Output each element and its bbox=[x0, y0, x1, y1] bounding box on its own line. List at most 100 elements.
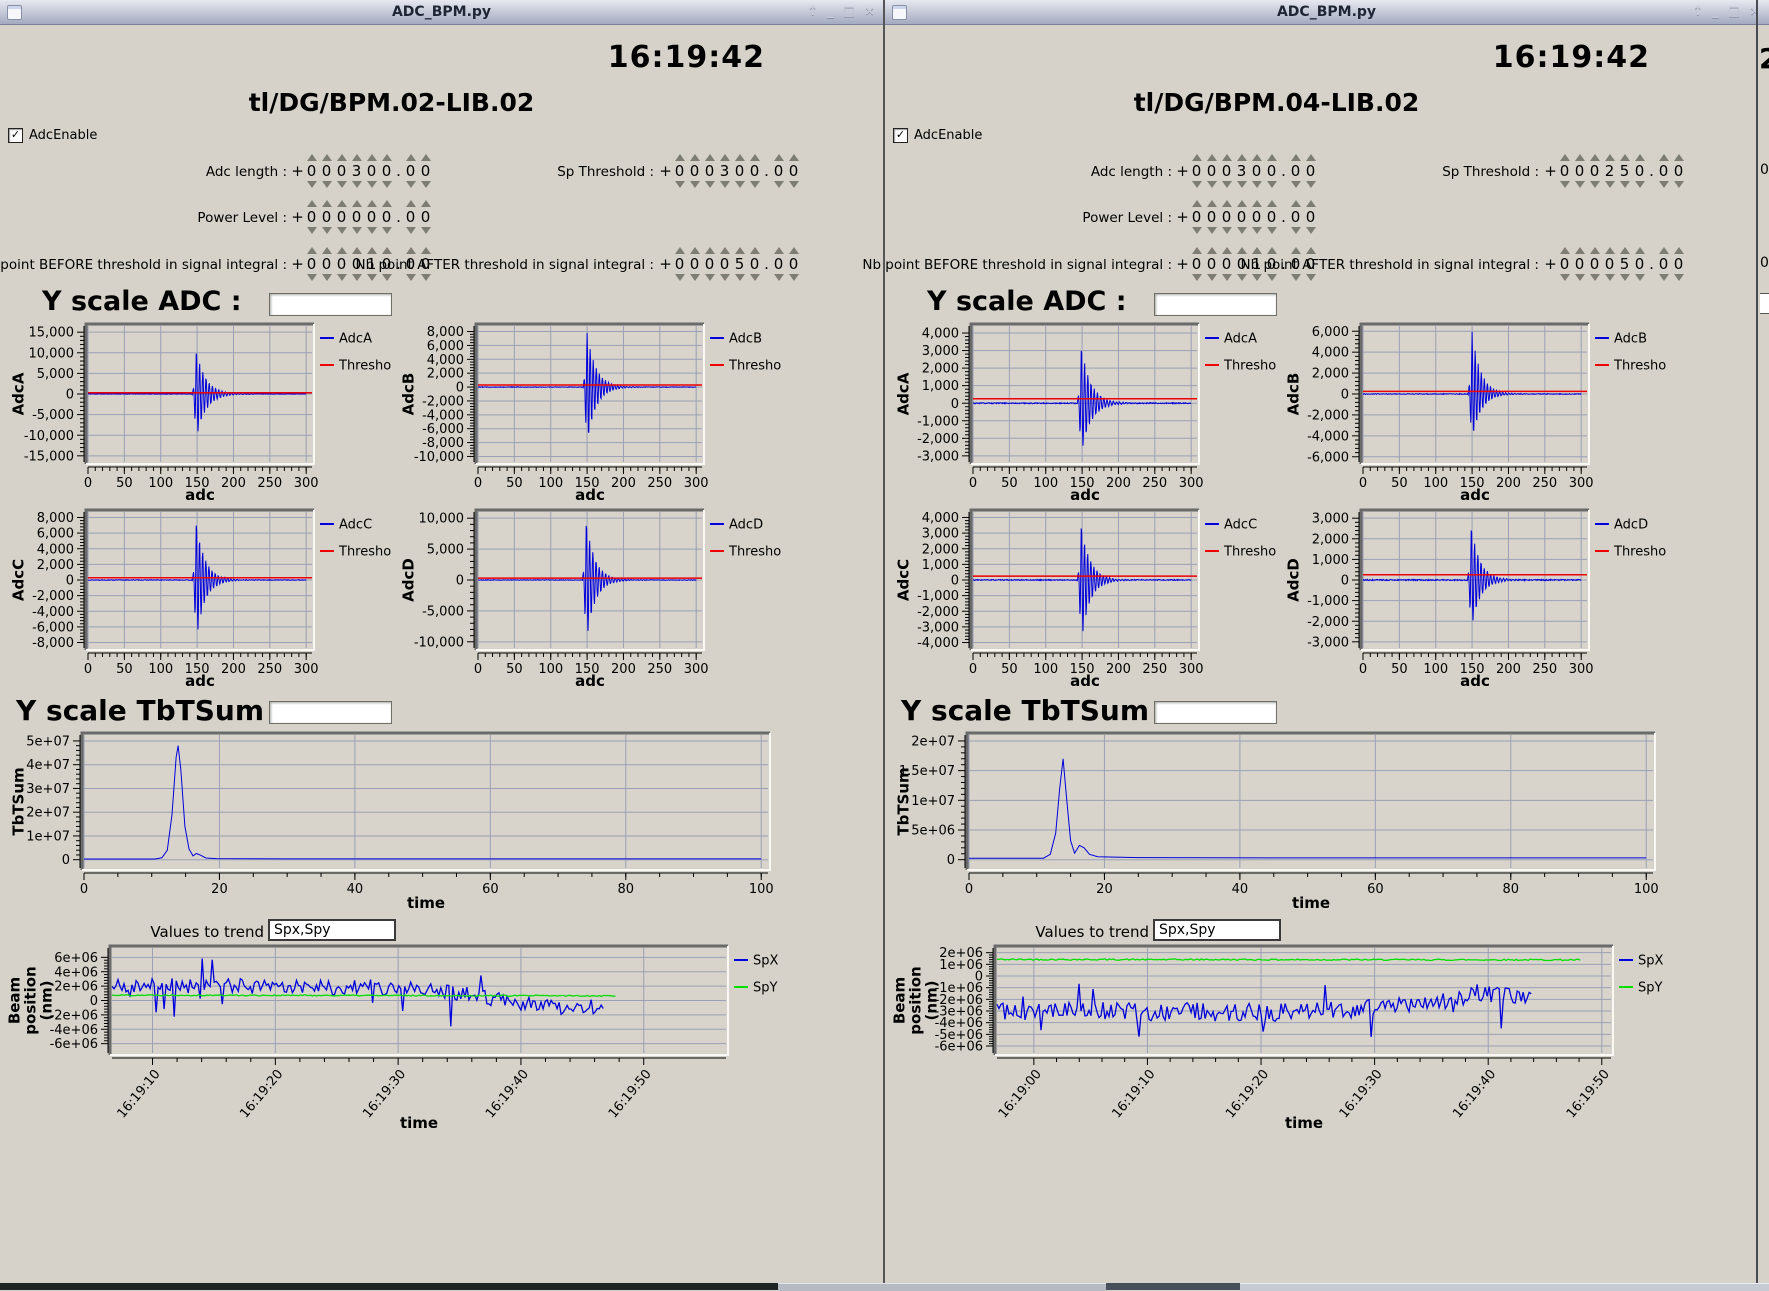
spin-down-arrow-icon[interactable] bbox=[1305, 227, 1316, 234]
adc-enable-checkbox[interactable]: ✓ AdcEnable bbox=[8, 128, 97, 143]
spin-down-arrow-icon[interactable] bbox=[1191, 227, 1202, 234]
spin-up-arrow-icon[interactable] bbox=[734, 154, 745, 161]
spin-up-arrow-icon[interactable] bbox=[420, 247, 431, 254]
spin-down-arrow-icon[interactable] bbox=[1251, 274, 1262, 281]
spin-down-arrow-icon[interactable] bbox=[734, 274, 745, 281]
spin-up-arrow-icon[interactable] bbox=[1290, 247, 1301, 254]
spin-down-arrow-icon[interactable] bbox=[1604, 274, 1615, 281]
spin-down-arrow-icon[interactable] bbox=[1251, 227, 1262, 234]
titlebar[interactable]: ADC_BPM.py ↑ _ □ × bbox=[885, 0, 1768, 25]
close-button[interactable]: × bbox=[1749, 4, 1760, 19]
spin-down-arrow-icon[interactable] bbox=[704, 181, 715, 188]
spin-down-arrow-icon[interactable] bbox=[1266, 181, 1277, 188]
spin-down-arrow-icon[interactable] bbox=[1290, 274, 1301, 281]
power-level-spinner[interactable]: +0 0 0 0 0 0. 0 0 bbox=[1176, 200, 1318, 234]
spin-down-arrow-icon[interactable] bbox=[381, 274, 392, 281]
spin-up-arrow-icon[interactable] bbox=[1604, 154, 1615, 161]
spin-up-arrow-icon[interactable] bbox=[321, 154, 332, 161]
spin-up-arrow-icon[interactable] bbox=[1305, 247, 1316, 254]
taskbar-segment[interactable] bbox=[778, 1283, 1106, 1291]
spin-up-arrow-icon[interactable] bbox=[788, 154, 799, 161]
spin-up-arrow-icon[interactable] bbox=[1305, 154, 1316, 161]
spin-down-arrow-icon[interactable] bbox=[366, 274, 377, 281]
spin-up-arrow-icon[interactable] bbox=[1206, 154, 1217, 161]
spin-down-arrow-icon[interactable] bbox=[336, 181, 347, 188]
spin-up-arrow-icon[interactable] bbox=[1559, 247, 1570, 254]
spin-down-arrow-icon[interactable] bbox=[1658, 274, 1669, 281]
spin-down-arrow-icon[interactable] bbox=[773, 274, 784, 281]
spin-up-arrow-icon[interactable] bbox=[405, 247, 416, 254]
spin-up-arrow-icon[interactable] bbox=[1236, 200, 1247, 207]
spin-up-arrow-icon[interactable] bbox=[1251, 200, 1262, 207]
spin-up-arrow-icon[interactable] bbox=[689, 247, 700, 254]
spin-up-arrow-icon[interactable] bbox=[1206, 200, 1217, 207]
spin-down-arrow-icon[interactable] bbox=[1236, 181, 1247, 188]
spin-down-arrow-icon[interactable] bbox=[674, 274, 685, 281]
spin-up-arrow-icon[interactable] bbox=[1604, 247, 1615, 254]
minimize-button[interactable]: _ bbox=[1712, 4, 1719, 19]
spin-down-arrow-icon[interactable] bbox=[351, 227, 362, 234]
spin-down-arrow-icon[interactable] bbox=[1206, 227, 1217, 234]
spin-up-arrow-icon[interactable] bbox=[788, 247, 799, 254]
spin-up-arrow-icon[interactable] bbox=[420, 200, 431, 207]
spin-up-arrow-icon[interactable] bbox=[1221, 200, 1232, 207]
spin-down-arrow-icon[interactable] bbox=[351, 181, 362, 188]
spin-up-arrow-icon[interactable] bbox=[1266, 154, 1277, 161]
minimize-button[interactable]: _ bbox=[827, 4, 834, 19]
spin-down-arrow-icon[interactable] bbox=[336, 274, 347, 281]
spin-down-arrow-icon[interactable] bbox=[366, 227, 377, 234]
spin-down-arrow-icon[interactable] bbox=[1574, 181, 1585, 188]
spin-up-arrow-icon[interactable] bbox=[749, 247, 760, 254]
spin-down-arrow-icon[interactable] bbox=[773, 181, 784, 188]
spin-down-arrow-icon[interactable] bbox=[1619, 274, 1630, 281]
y-scale-tbtsum-input[interactable] bbox=[269, 701, 392, 724]
spin-up-arrow-icon[interactable] bbox=[336, 247, 347, 254]
spin-down-arrow-icon[interactable] bbox=[351, 274, 362, 281]
spin-up-arrow-icon[interactable] bbox=[381, 154, 392, 161]
spin-down-arrow-icon[interactable] bbox=[689, 181, 700, 188]
spin-up-arrow-icon[interactable] bbox=[1305, 200, 1316, 207]
adc-length-spinner[interactable]: +0 0 0 3 0 0. 0 0 bbox=[1176, 154, 1318, 188]
spin-down-arrow-icon[interactable] bbox=[1559, 274, 1570, 281]
spin-down-arrow-icon[interactable] bbox=[734, 181, 745, 188]
spin-down-arrow-icon[interactable] bbox=[1574, 274, 1585, 281]
spin-down-arrow-icon[interactable] bbox=[1236, 227, 1247, 234]
spin-up-arrow-icon[interactable] bbox=[1266, 247, 1277, 254]
spin-down-arrow-icon[interactable] bbox=[405, 274, 416, 281]
spin-down-arrow-icon[interactable] bbox=[1619, 181, 1630, 188]
spin-up-arrow-icon[interactable] bbox=[351, 200, 362, 207]
taskbar-segment[interactable] bbox=[1240, 1283, 1769, 1291]
spin-down-arrow-icon[interactable] bbox=[704, 274, 715, 281]
y-scale-adc-input[interactable] bbox=[269, 293, 392, 316]
spin-down-arrow-icon[interactable] bbox=[1673, 181, 1684, 188]
spin-up-arrow-icon[interactable] bbox=[1673, 154, 1684, 161]
spin-up-arrow-icon[interactable] bbox=[351, 154, 362, 161]
spin-up-arrow-icon[interactable] bbox=[336, 200, 347, 207]
spin-down-arrow-icon[interactable] bbox=[321, 227, 332, 234]
maximize-button[interactable]: □ bbox=[1727, 4, 1741, 19]
spin-up-arrow-icon[interactable] bbox=[773, 154, 784, 161]
nb-before-spinner[interactable]: +0 0 0 0 1 0. 0 0 bbox=[291, 247, 433, 281]
y-scale-adc-input[interactable] bbox=[1154, 293, 1277, 316]
spin-up-arrow-icon[interactable] bbox=[1658, 154, 1669, 161]
spin-down-arrow-icon[interactable] bbox=[719, 274, 730, 281]
spin-down-arrow-icon[interactable] bbox=[1673, 274, 1684, 281]
spin-up-arrow-icon[interactable] bbox=[1251, 154, 1262, 161]
spin-up-arrow-icon[interactable] bbox=[405, 154, 416, 161]
spin-down-arrow-icon[interactable] bbox=[1589, 181, 1600, 188]
spin-down-arrow-icon[interactable] bbox=[405, 181, 416, 188]
spin-down-arrow-icon[interactable] bbox=[1236, 274, 1247, 281]
spin-up-arrow-icon[interactable] bbox=[336, 154, 347, 161]
spin-down-arrow-icon[interactable] bbox=[719, 181, 730, 188]
spin-up-arrow-icon[interactable] bbox=[366, 154, 377, 161]
spin-up-arrow-icon[interactable] bbox=[773, 247, 784, 254]
spin-down-arrow-icon[interactable] bbox=[674, 181, 685, 188]
spin-down-arrow-icon[interactable] bbox=[1206, 181, 1217, 188]
nb-after-spinner[interactable]: +0 0 0 0 5 0. 0 0 bbox=[659, 247, 801, 281]
spin-down-arrow-icon[interactable] bbox=[1290, 181, 1301, 188]
spin-up-arrow-icon[interactable] bbox=[1589, 154, 1600, 161]
spin-up-arrow-icon[interactable] bbox=[1559, 154, 1570, 161]
spin-down-arrow-icon[interactable] bbox=[1634, 274, 1645, 281]
spin-up-arrow-icon[interactable] bbox=[1191, 200, 1202, 207]
spin-up-arrow-icon[interactable] bbox=[306, 154, 317, 161]
